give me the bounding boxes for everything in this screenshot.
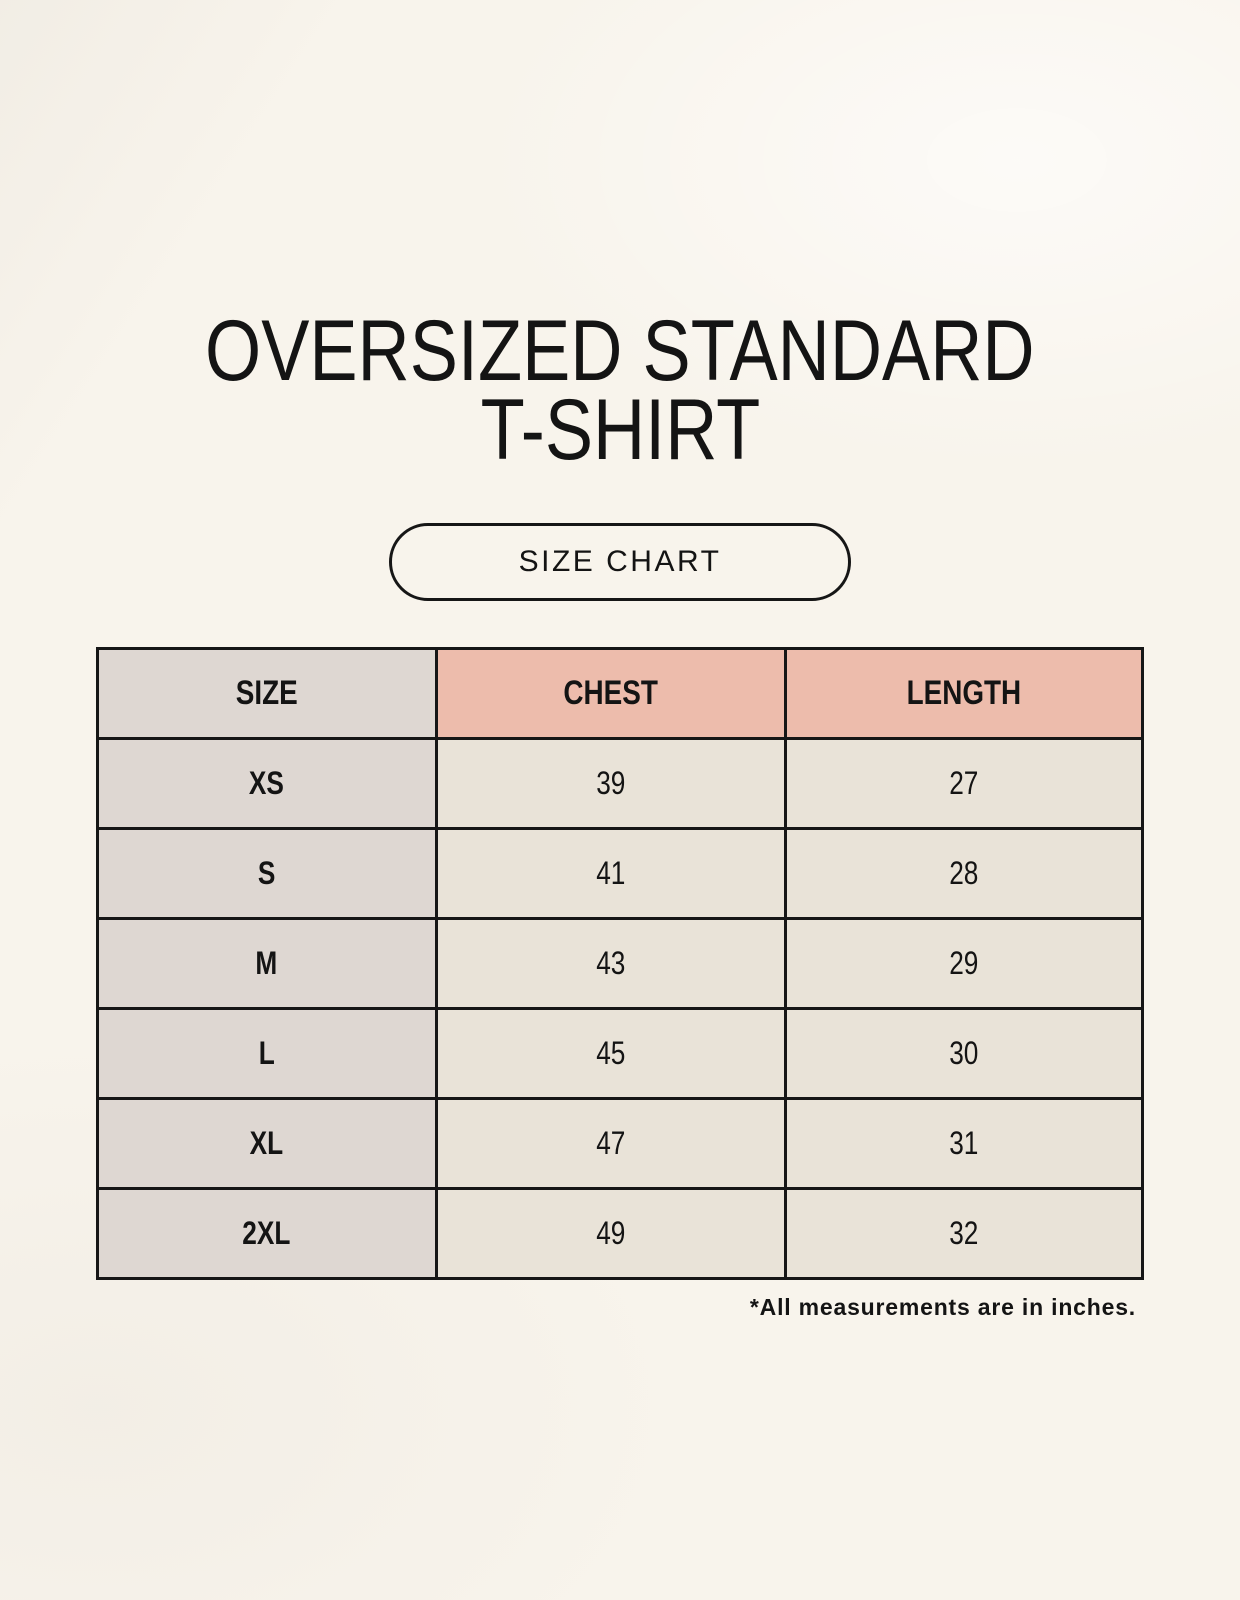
chest-cell: 49 (434, 1187, 787, 1280)
table-row-m: M 43 29 (96, 917, 1145, 1010)
title-line-1: OVERSIZED STANDARD (205, 303, 1035, 399)
chest-cell: 45 (434, 1007, 787, 1100)
table-header-row: SIZE CHEST LENGTH (96, 647, 1145, 740)
table-row-xs: XS 39 27 (96, 737, 1145, 830)
size-cell: 2XL (96, 1187, 438, 1280)
length-cell: 27 (783, 737, 1145, 830)
length-cell: 31 (783, 1097, 1145, 1190)
chest-cell: 43 (434, 917, 787, 1010)
size-cell: M (96, 917, 438, 1010)
measurements-footnote: *All measurements are in inches. (749, 1294, 1136, 1320)
length-cell: 29 (783, 917, 1145, 1010)
size-cell: L (96, 1007, 438, 1100)
length-cell: 32 (783, 1187, 1145, 1280)
chest-cell: 39 (434, 737, 787, 830)
length-cell: 28 (783, 827, 1145, 920)
size-chart-table: SIZE CHEST LENGTH XS 39 27 S 41 28 M 43 … (96, 647, 1145, 1280)
title-line-2: T-SHIRT (480, 382, 760, 478)
table-row-s: S 41 28 (96, 827, 1145, 920)
table-row-2xl: 2XL 49 32 (96, 1187, 1145, 1280)
size-chart-badge: SIZE CHART (389, 523, 851, 601)
size-chart-badge-label: SIZE CHART (518, 545, 722, 578)
table-row-l: L 45 30 (96, 1007, 1145, 1100)
table-row-xl: XL 47 31 (96, 1097, 1145, 1190)
size-cell: XL (96, 1097, 438, 1190)
column-header-length: LENGTH (783, 647, 1145, 740)
column-header-size: SIZE (96, 647, 438, 740)
size-cell: S (96, 827, 438, 920)
column-header-chest: CHEST (434, 647, 787, 740)
length-cell: 30 (783, 1007, 1145, 1100)
chest-cell: 41 (434, 827, 787, 920)
size-cell: XS (96, 737, 438, 830)
page-title: OVERSIZED STANDARD T-SHIRT (0, 0, 1240, 478)
chest-cell: 47 (434, 1097, 787, 1190)
